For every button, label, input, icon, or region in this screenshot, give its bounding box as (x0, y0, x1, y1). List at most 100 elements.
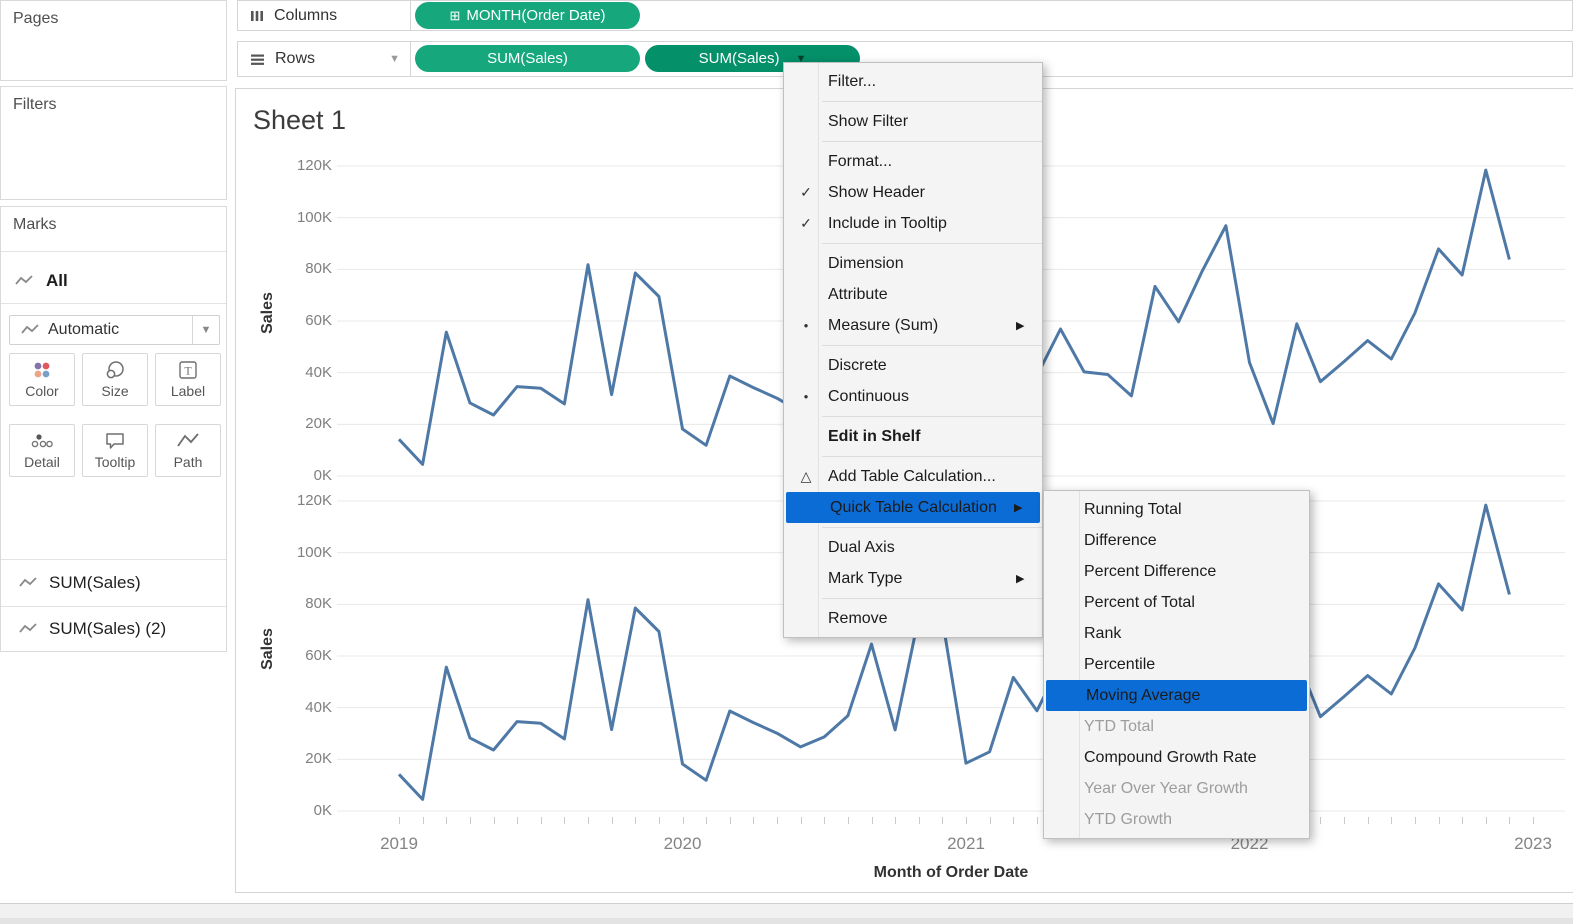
label-button[interactable]: T Label (155, 353, 221, 406)
x-axis-tick (1320, 817, 1322, 824)
menu-item-moving-average[interactable]: Moving Average (1046, 680, 1307, 711)
x-axis-tick (753, 817, 755, 824)
pill-month-order-date[interactable]: ⊞ MONTH(Order Date) (415, 2, 640, 29)
pill-menu-caret-icon[interactable]: ▼ (795, 52, 807, 65)
menu-item-label: Running Total (1084, 500, 1182, 518)
pages-shelf[interactable]: Pages (0, 0, 227, 81)
menu-item-format[interactable]: Format... (784, 146, 1042, 177)
x-axis-tick (635, 817, 637, 824)
menu-item-label: Continuous (828, 387, 909, 405)
y-axis-tick-label: 80K (305, 260, 332, 278)
menu-item-label: Remove (828, 609, 888, 627)
color-button-label: Color (25, 383, 59, 399)
menu-separator (822, 345, 1042, 346)
color-dots-icon (34, 362, 50, 378)
menu-item-quick-table-calculation[interactable]: Quick Table Calculation ▶ (786, 492, 1040, 523)
x-axis-tick (1485, 817, 1487, 824)
sales-line-chart-pane-2[interactable] (337, 488, 1565, 822)
menu-item-percentile[interactable]: Percentile (1044, 649, 1309, 680)
menu-item-discrete[interactable]: Discrete (784, 350, 1042, 381)
menu-item-label: Show Filter (828, 112, 909, 130)
x-axis-tick (1367, 817, 1369, 824)
field-card-sum-sales-2[interactable]: SUM(Sales) (2) (2, 606, 225, 652)
y-axis-tick-label: 0K (313, 802, 332, 819)
filters-title: Filters (13, 96, 57, 113)
menu-item-filter[interactable]: Filter... (784, 66, 1042, 97)
field-card-sum-sales[interactable]: SUM(Sales) (2, 559, 225, 606)
detail-button[interactable]: Detail (9, 424, 75, 477)
menu-item-label: Edit in Shelf (828, 427, 921, 445)
x-axis-tick (399, 817, 400, 824)
path-button[interactable]: Path (155, 424, 221, 477)
menu-item-difference[interactable]: Difference (1044, 525, 1309, 556)
menu-item-show-header[interactable]: ✓ Show Header (784, 177, 1042, 208)
menu-item-label: YTD Total (1084, 717, 1154, 735)
label-text-icon: T (179, 361, 197, 379)
y-axis-tick-label: 20K (305, 750, 332, 768)
menu-item-mark-type[interactable]: Mark Type ▶ (784, 563, 1042, 594)
menu-separator (822, 101, 1042, 102)
chevron-down-icon[interactable]: ▼ (389, 53, 400, 65)
x-axis-tick (1438, 817, 1440, 824)
rows-label: Rows (275, 50, 316, 67)
menu-item-label: Add Table Calculation... (828, 467, 996, 485)
menu-item-continuous[interactable]: ● Continuous (784, 381, 1042, 412)
submenu-arrow-icon: ▶ (1016, 320, 1025, 332)
menu-item-compound-growth-rate[interactable]: Compound Growth Rate (1044, 742, 1309, 773)
horizontal-scrollbar-track[interactable] (0, 903, 1573, 924)
marks-card-label: All (46, 271, 68, 290)
table-calculation-icon: △ (800, 468, 812, 484)
menu-item-rank[interactable]: Rank (1044, 618, 1309, 649)
tooltip-button-label: Tooltip (94, 454, 136, 470)
menu-item-show-filter[interactable]: Show Filter (784, 106, 1042, 137)
menu-item-percent-difference[interactable]: Percent Difference (1044, 556, 1309, 587)
menu-item-edit-in-shelf[interactable]: Edit in Shelf (784, 421, 1042, 452)
menu-item-running-total[interactable]: Running Total (1044, 494, 1309, 525)
chevron-down-icon[interactable]: ▼ (192, 316, 219, 344)
field-card-label: SUM(Sales) (49, 572, 141, 592)
menu-item-label: YTD Growth (1084, 810, 1173, 828)
size-circles-icon (106, 361, 124, 379)
size-button[interactable]: Size (82, 353, 148, 406)
tooltip-button[interactable]: Tooltip (82, 424, 148, 477)
menu-item-label: Difference (1084, 531, 1157, 549)
sales-line-series (397, 503, 1511, 801)
menu-item-attribute[interactable]: Attribute (784, 279, 1042, 310)
color-button[interactable]: Color (9, 353, 75, 406)
detail-dots-icon (31, 434, 53, 448)
menu-item-include-in-tooltip[interactable]: ✓ Include in Tooltip (784, 208, 1042, 239)
y-axis-tick-label: 60K (305, 312, 332, 329)
x-axis-tick (918, 817, 920, 824)
mark-type-dropdown[interactable]: Automatic ▼ (9, 315, 220, 345)
line-mark-icon (19, 623, 37, 633)
x-axis-tick (1509, 817, 1511, 824)
menu-item-ytd-total: YTD Total (1044, 711, 1309, 742)
menu-item-dual-axis[interactable]: Dual Axis (784, 532, 1042, 563)
menu-item-label: Attribute (828, 285, 888, 303)
menu-separator (822, 598, 1042, 599)
menu-item-add-table-calculation[interactable]: △ Add Table Calculation... (784, 461, 1042, 492)
x-axis-tick (1344, 817, 1345, 824)
menu-item-label: Percent of Total (1084, 593, 1195, 611)
menu-item-measure-sum[interactable]: ● Measure (Sum) ▶ (784, 310, 1042, 341)
submenu-arrow-icon: ▶ (1014, 502, 1023, 514)
filters-shelf[interactable]: Filters (0, 86, 227, 200)
x-axis-tick (658, 817, 660, 824)
quick-table-calculation-submenu: Running Total Difference Percent Differenc… (1043, 490, 1310, 839)
x-axis-tick (966, 817, 967, 824)
menu-item-remove[interactable]: Remove (784, 603, 1042, 634)
field-card-label: SUM(Sales) (2) (49, 619, 167, 638)
menu-item-percent-of-total[interactable]: Percent of Total (1044, 587, 1309, 618)
menu-separator (822, 243, 1042, 244)
menu-item-dimension[interactable]: Dimension (784, 248, 1042, 279)
marks-card-all[interactable]: All (1, 259, 226, 303)
bullet-selected-icon: ● (803, 392, 809, 401)
expand-plus-icon[interactable]: ⊞ (449, 7, 461, 23)
pill-label: MONTH(Order Date) (466, 7, 606, 24)
x-axis-tick (422, 817, 424, 824)
menu-separator (822, 456, 1042, 457)
rows-icon (251, 54, 264, 65)
marks-title: Marks (13, 216, 57, 233)
submenu-arrow-icon: ▶ (1016, 573, 1025, 585)
pill-sum-sales-1[interactable]: SUM(Sales) (415, 45, 640, 72)
